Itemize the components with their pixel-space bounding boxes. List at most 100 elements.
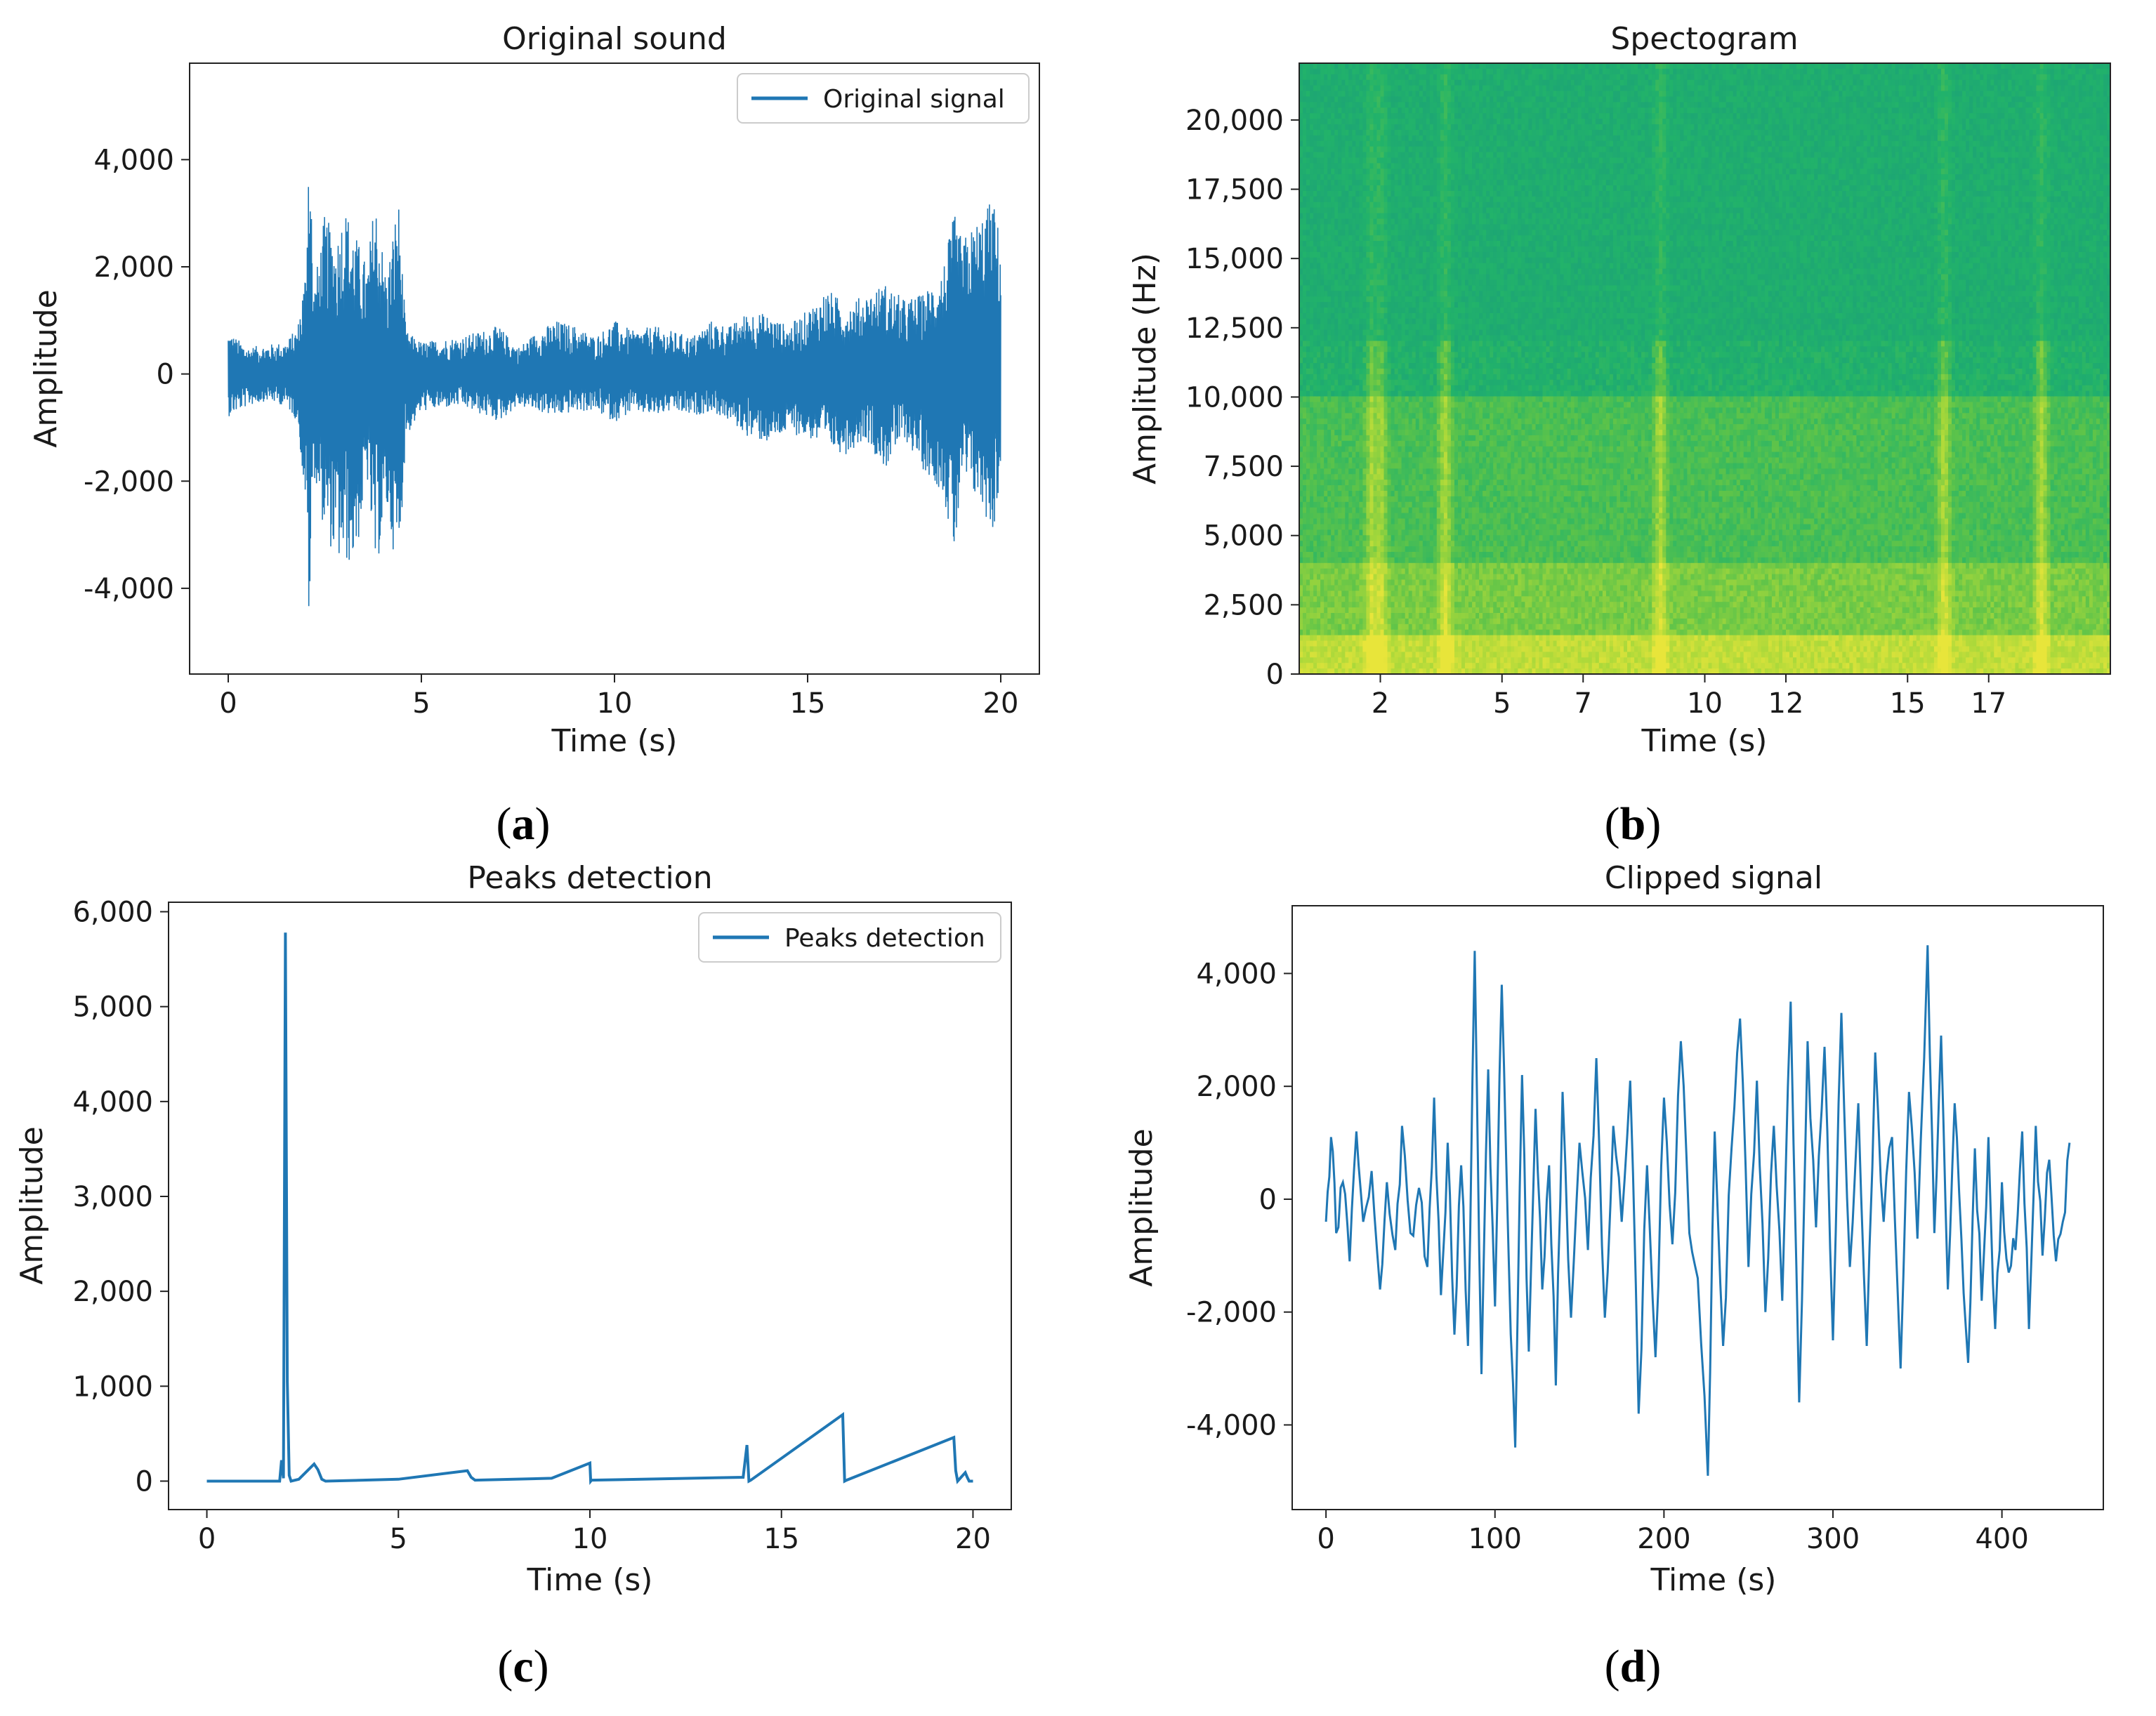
spectrogram-cell — [1338, 224, 1342, 230]
spectrogram-cell — [1313, 279, 1317, 286]
spectrogram-cell — [1415, 629, 1420, 636]
spectrogram-cell — [1447, 279, 1452, 286]
spectrogram-cell — [1433, 318, 1438, 325]
spectrogram-cell — [1401, 413, 1406, 419]
spectrogram-cell — [1341, 291, 1346, 297]
spectrogram-cell — [1454, 357, 1459, 364]
spectrogram-cell — [1334, 318, 1339, 325]
spectrogram-cell — [1362, 435, 1367, 442]
spectrogram-cell — [1440, 102, 1445, 108]
spectrogram-cell — [1387, 263, 1392, 270]
spectrogram-cell — [1362, 308, 1367, 314]
spectrogram-cell — [1345, 68, 1349, 75]
spectrogram-cell — [1394, 457, 1399, 463]
spectrogram-cell — [1398, 374, 1402, 381]
spectrogram-cell — [1359, 129, 1363, 136]
spectrogram-cell — [1373, 174, 1378, 180]
spectrogram-cell — [1317, 602, 1321, 608]
spectrogram-cell — [1412, 146, 1416, 153]
spectrogram-cell — [1433, 218, 1438, 225]
spectrogram-cell — [1450, 213, 1455, 219]
spectrogram-cell — [1408, 541, 1413, 547]
spectrogram-cell — [1376, 312, 1381, 319]
spectrogram-cell — [1433, 274, 1438, 280]
spectrogram-cell — [1454, 602, 1459, 608]
spectrogram-cell — [1398, 119, 1402, 125]
spectrogram-cell — [1355, 652, 1360, 658]
spectrogram-cell — [1355, 402, 1360, 408]
spectrogram-cell — [1376, 374, 1381, 381]
spectrogram-cell — [1433, 246, 1438, 253]
spectrogram-cell — [1317, 335, 1321, 341]
spectrogram-cell — [1341, 541, 1346, 547]
spectrogram-cell — [1412, 190, 1416, 197]
spectrogram-cell — [1355, 568, 1360, 575]
spectrogram-cell — [1447, 257, 1452, 264]
spectrogram-cell — [1440, 613, 1445, 619]
spectrogram-cell — [1408, 663, 1413, 669]
spectrogram-cell — [1394, 524, 1399, 530]
spectrogram-cell — [1334, 291, 1339, 297]
spectrogram-cell — [1310, 274, 1314, 280]
spectrogram-cell — [1366, 640, 1370, 647]
spectrogram-cell — [1443, 113, 1448, 119]
spectrogram-cell — [1394, 357, 1399, 364]
spectrogram-cell — [1398, 463, 1402, 469]
spectrogram-cell — [1313, 552, 1317, 558]
spectrogram-cell — [1331, 224, 1335, 230]
spectrogram-cell — [1380, 557, 1385, 564]
spectrogram-cell — [1359, 312, 1363, 319]
spectrogram-cell — [1376, 402, 1381, 408]
spectrogram-cell — [1398, 224, 1402, 230]
spectrogram-cell — [1426, 652, 1431, 658]
spectrogram-cell — [1412, 407, 1416, 414]
spectrogram-cell — [1376, 585, 1381, 591]
spectrogram-cell — [1341, 68, 1346, 75]
spectrogram-cell — [1362, 379, 1367, 386]
spectrogram-cell — [1454, 418, 1459, 425]
spectrogram-cell — [1299, 146, 1303, 153]
spectrogram-cell — [1310, 568, 1314, 575]
spectrogram-cell — [1299, 263, 1303, 270]
spectrogram-cell — [1443, 218, 1448, 225]
spectrogram-cell — [1380, 535, 1385, 541]
spectrogram-cell — [1327, 623, 1332, 631]
spectrogram-cell — [1331, 124, 1335, 131]
spectrogram-cell — [1401, 352, 1406, 358]
spectrogram-cell — [1317, 496, 1321, 503]
spectrogram-cell — [1387, 129, 1392, 136]
spectrogram-cell — [1331, 496, 1335, 503]
spectrogram-cell — [1408, 635, 1413, 642]
spectrogram-cell — [1383, 629, 1388, 636]
spectrogram-cell — [1447, 623, 1452, 631]
spectrogram-cell — [1299, 352, 1303, 358]
spectrogram-cell — [1313, 218, 1317, 225]
spectrogram-cell — [1415, 74, 1420, 81]
spectrogram-cell — [1450, 546, 1455, 553]
spectrogram-cell — [1426, 663, 1431, 669]
spectrogram-cell — [1331, 379, 1335, 386]
spectrogram-cell — [1419, 119, 1424, 125]
spectrogram-cell — [1345, 480, 1349, 486]
spectrogram-cell — [1310, 207, 1314, 214]
spectrogram-cell — [1299, 413, 1303, 419]
spectrogram-cell — [1387, 85, 1392, 92]
spectrogram-cell — [1376, 174, 1381, 180]
spectrogram-cell — [1433, 396, 1438, 402]
spectrogram-cell — [1352, 96, 1356, 103]
spectrogram-cell — [1383, 435, 1388, 442]
spectrogram-cell — [1433, 663, 1438, 669]
spectrogram-cell — [1345, 623, 1349, 631]
spectrogram-cell — [1454, 241, 1459, 247]
spectrogram-cell — [1345, 446, 1349, 453]
spectrogram-cell — [1454, 457, 1459, 463]
spectrogram-cell — [1450, 74, 1455, 81]
spectrogram-cell — [1408, 129, 1413, 136]
spectrogram-cell — [1450, 480, 1455, 486]
spectrogram-cell — [1447, 113, 1452, 119]
spectrogram-cell — [1327, 663, 1332, 669]
spectrogram-cell — [1380, 146, 1385, 153]
spectrogram-cell — [1398, 496, 1402, 503]
spectrogram-cell — [1348, 241, 1353, 247]
spectrogram-cell — [1320, 157, 1325, 164]
